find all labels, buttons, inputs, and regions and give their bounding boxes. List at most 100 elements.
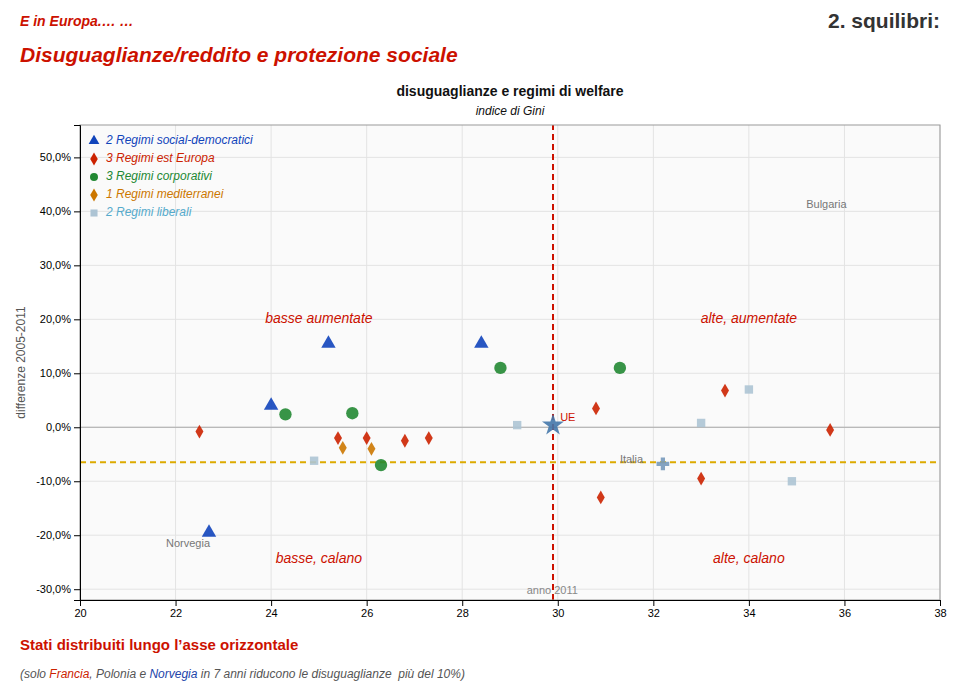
point	[745, 385, 753, 393]
banner: E in Europa.… …	[20, 13, 134, 29]
tick: 20	[74, 600, 86, 619]
point	[697, 472, 705, 486]
quadrant-label: basse aumentate	[265, 310, 373, 326]
point	[474, 335, 488, 347]
legend-entry: 3 Regimi corporativi	[106, 169, 212, 183]
footnote-part: (solo	[20, 667, 49, 681]
point	[721, 384, 729, 398]
tick: 36	[839, 600, 851, 619]
series	[339, 441, 376, 456]
tick-label: 20	[74, 607, 86, 619]
grid-line	[80, 589, 940, 590]
quadrant-label: basse, calano	[276, 550, 363, 566]
legend-symbol	[90, 152, 98, 165]
tick: 10,0%	[40, 367, 80, 379]
tick-mark	[74, 265, 80, 266]
point	[346, 407, 358, 419]
legend: 2 Regimi social-democratici3 Regimi est …	[89, 133, 253, 219]
reference-line	[80, 427, 940, 428]
reference-line	[552, 125, 554, 600]
tick: -30,0%	[36, 583, 80, 595]
tick: 24	[265, 600, 277, 619]
chart: 20222426283032343638-30,0%-20,0%-10,0%0,…	[0, 0, 960, 698]
tick: 38	[934, 600, 946, 619]
title: disuguaglianze e regimi di welfare	[396, 83, 623, 99]
tick-label: 50,0%	[40, 151, 71, 163]
tick-label: 10,0%	[40, 367, 71, 379]
tick-label: -30,0%	[36, 583, 71, 595]
grid-line	[748, 125, 749, 600]
series	[310, 385, 796, 485]
tick-label: 32	[648, 607, 660, 619]
tick-label: 40,0%	[40, 205, 71, 217]
legend-entry: 3 Regimi est Europa	[106, 151, 215, 165]
tick-mark	[844, 600, 845, 606]
plot-area	[80, 125, 940, 600]
annotation: UE	[560, 411, 575, 423]
point	[494, 362, 506, 374]
tick: 26	[361, 600, 373, 619]
point	[513, 421, 521, 429]
quadrant-label: alte, aumentate	[701, 310, 798, 326]
legend-entry: 2 Regimi liberali	[105, 205, 192, 219]
footnote-part: in 7 anni riducono le disuguaglianze più…	[197, 667, 465, 681]
tick-mark	[74, 157, 80, 158]
plot-background	[80, 125, 940, 600]
legend-symbol	[89, 135, 100, 144]
suptitle: 2. squilibri:	[828, 9, 940, 32]
tick-mark	[653, 600, 654, 606]
annotation: anno 2011	[527, 584, 578, 596]
tick-mark	[74, 427, 80, 428]
point	[279, 408, 291, 420]
grid-line	[557, 125, 558, 600]
tick-label: 24	[265, 607, 277, 619]
tick-label: 28	[457, 607, 469, 619]
grid-line	[80, 319, 940, 320]
series	[657, 458, 670, 471]
footnote-part: , Polonia e	[89, 667, 149, 681]
point	[339, 441, 347, 455]
tick: -20,0%	[36, 529, 80, 541]
tick: -10,0%	[36, 475, 80, 487]
grid-line	[80, 373, 940, 374]
tick-mark	[940, 600, 941, 606]
reference-line	[80, 461, 940, 463]
point	[597, 491, 605, 505]
grid	[80, 125, 940, 600]
legend-symbol	[90, 188, 98, 201]
footnote-part: Norvegia	[149, 667, 197, 681]
point	[592, 401, 600, 415]
tick-mark	[462, 600, 463, 606]
tick-label: -20,0%	[36, 529, 71, 541]
tick-label: 30,0%	[40, 259, 71, 271]
axis-domain	[74, 126, 81, 601]
tick: 20,0%	[40, 313, 80, 325]
grid-line	[653, 125, 654, 600]
headline: Disuguaglianze/reddito e protezione soci…	[20, 43, 458, 66]
point	[375, 459, 387, 471]
tick: 30	[552, 600, 564, 619]
tick: 50,0%	[40, 151, 80, 163]
tick-label: 38	[934, 607, 946, 619]
tick: 28	[457, 600, 469, 619]
tick-mark	[74, 481, 80, 482]
tick: 22	[170, 600, 182, 619]
grid-line	[80, 265, 940, 266]
point	[657, 458, 670, 471]
tick-mark	[74, 373, 80, 374]
point	[425, 431, 433, 445]
series	[195, 384, 834, 505]
tick-mark	[74, 319, 80, 320]
point	[826, 423, 834, 437]
tick-mark	[176, 600, 177, 606]
tick-mark	[367, 600, 368, 606]
annotation: Bulgaria	[806, 198, 847, 210]
x-axis: 20 22 24 26 28 30 32 34 36 38	[74, 600, 946, 619]
point	[363, 431, 371, 445]
tick: 30,0%	[40, 259, 80, 271]
tick-mark	[749, 600, 750, 606]
tick: 34	[743, 600, 755, 619]
point	[401, 434, 409, 448]
subtitle: indice di Gini	[476, 104, 545, 118]
tick-label: 30	[552, 607, 564, 619]
